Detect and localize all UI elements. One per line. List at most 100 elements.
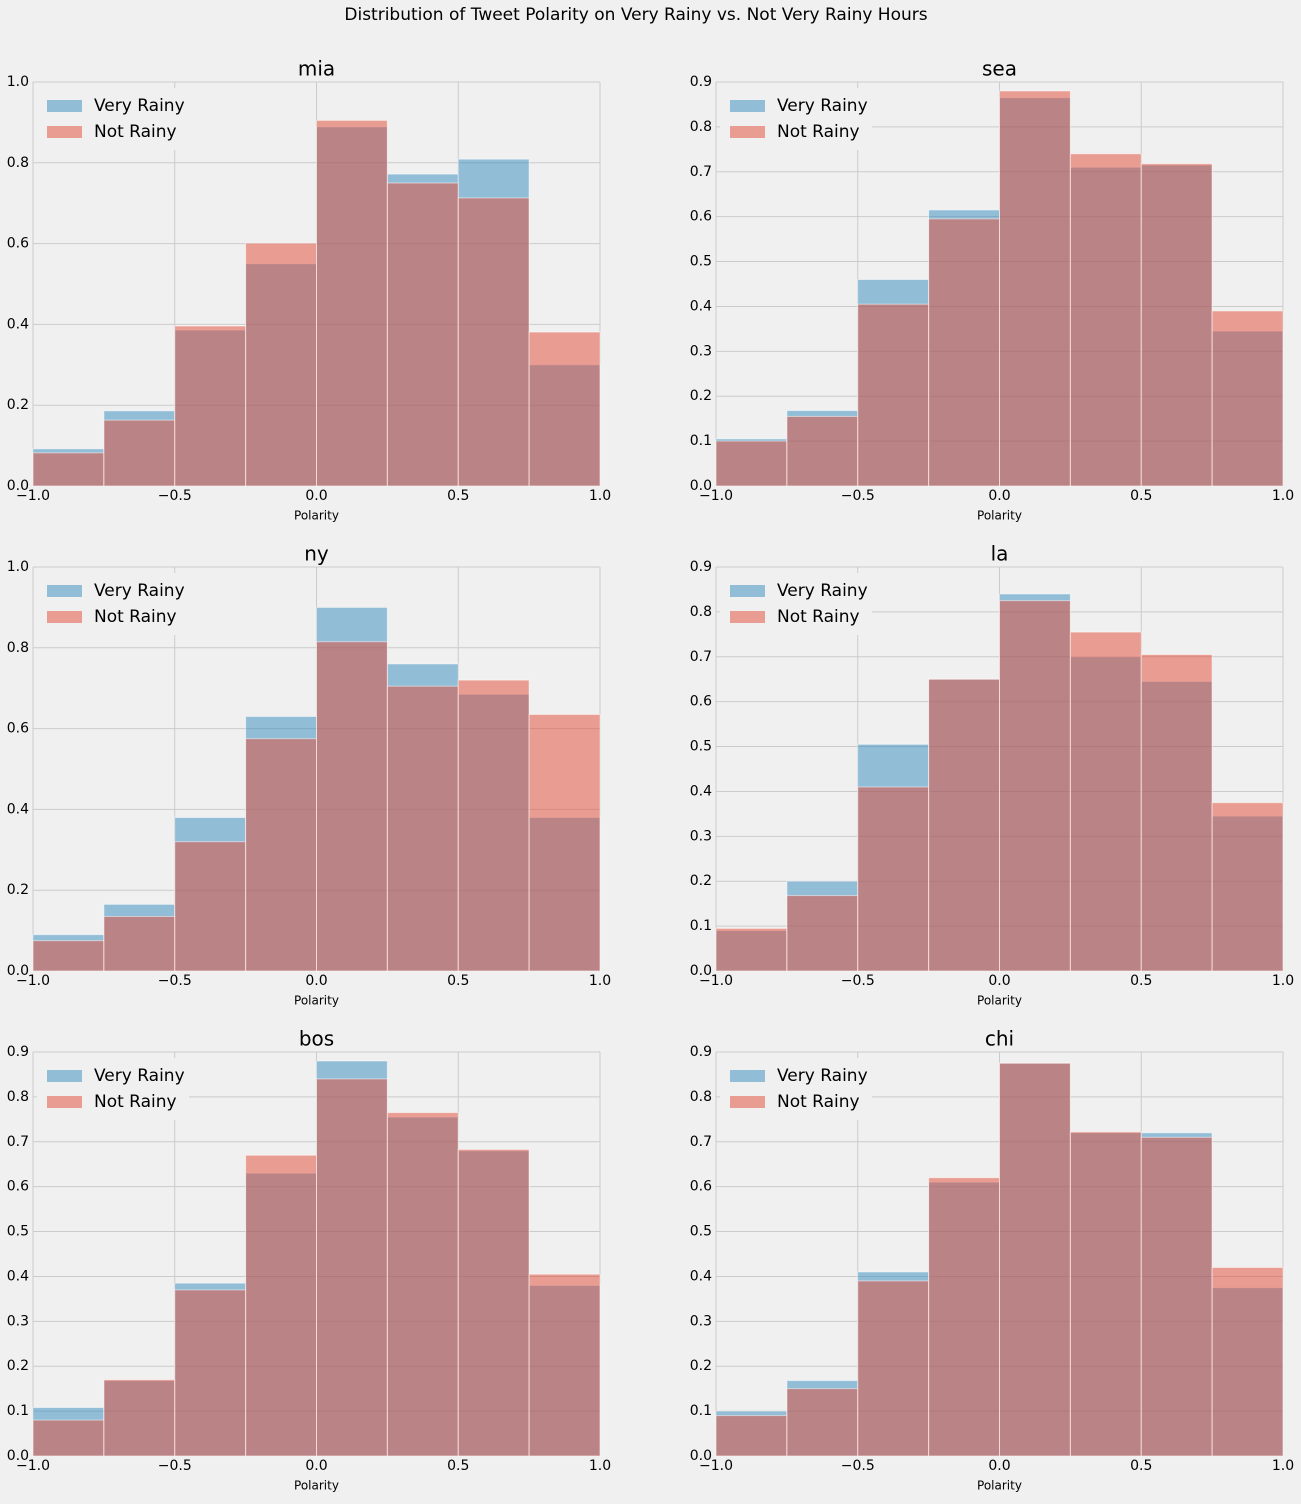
bar <box>528 1273 601 1457</box>
y-tick-label: 0.0 <box>690 478 712 494</box>
bar <box>1069 631 1142 972</box>
bar <box>1211 310 1284 487</box>
bar <box>528 331 601 487</box>
bar <box>245 1154 317 1457</box>
y-tick-label: 0.5 <box>690 1224 712 1240</box>
x-tick-label: 0.5 <box>447 1458 469 1474</box>
x-tick-label: 0.5 <box>1130 1458 1152 1474</box>
y-tick-label: 0.9 <box>690 74 712 90</box>
legend-label: Not Rainy <box>777 1092 860 1112</box>
y-tick-label: 1.0 <box>7 74 29 90</box>
bar <box>999 1062 1071 1457</box>
x-tick-label: −0.5 <box>158 488 192 504</box>
x-tick-label: 1.0 <box>589 488 611 504</box>
y-tick-label: 0.1 <box>690 918 712 934</box>
legend-box <box>37 1058 189 1120</box>
legend-swatch <box>47 611 82 623</box>
bar <box>245 242 317 487</box>
y-tick-label: 1.0 <box>7 559 29 575</box>
x-tick-label: −1.0 <box>699 1458 733 1474</box>
y-tick-label: 0.5 <box>7 1224 29 1240</box>
x-axis-label: Polarity <box>294 1479 339 1493</box>
y-tick-label: 0.2 <box>7 882 29 898</box>
y-tick-label: 0.2 <box>690 1358 712 1374</box>
y-tick-label: 0.8 <box>690 604 712 620</box>
legend-swatch <box>47 1070 82 1082</box>
y-tick-label: 0.6 <box>690 694 712 710</box>
legend-swatch <box>730 585 765 597</box>
y-tick-label: 0.4 <box>7 1268 29 1284</box>
y-tick-label: 0.0 <box>7 963 29 979</box>
x-tick-label: 0.5 <box>447 488 469 504</box>
subplot-title: bos <box>299 1027 334 1051</box>
legend-swatch <box>47 126 82 138</box>
legend-box <box>720 88 872 150</box>
bar <box>386 182 459 487</box>
y-tick-label: 0.4 <box>690 783 712 799</box>
bar <box>928 218 1000 487</box>
y-tick-label: 0.5 <box>690 739 712 755</box>
x-axis-label: Polarity <box>977 994 1022 1008</box>
x-axis-label: Polarity <box>294 994 339 1008</box>
bar <box>715 1415 788 1457</box>
bar <box>32 940 105 972</box>
bar <box>1069 1131 1142 1457</box>
y-tick-label: 0.6 <box>7 721 29 737</box>
y-tick-label: 0.0 <box>690 963 712 979</box>
y-tick-label: 0.9 <box>690 1044 712 1060</box>
y-tick-label: 0.6 <box>690 209 712 225</box>
bar <box>786 895 859 972</box>
bar <box>386 1112 459 1457</box>
x-tick-label: 0.5 <box>1130 973 1152 989</box>
y-tick-label: 0.7 <box>690 164 712 180</box>
x-tick-label: −0.5 <box>158 1458 192 1474</box>
bar <box>1140 163 1213 487</box>
legend-label: Not Rainy <box>777 607 860 627</box>
x-tick-label: 0.0 <box>305 973 327 989</box>
legend-label: Not Rainy <box>777 122 860 142</box>
y-tick-label: 0.4 <box>690 1268 712 1284</box>
y-tick-label: 0.0 <box>690 1448 712 1464</box>
y-tick-label: 0.8 <box>690 1089 712 1105</box>
bar <box>174 1289 247 1457</box>
legend-swatch <box>730 100 765 112</box>
x-tick-label: −0.5 <box>841 488 875 504</box>
x-axis-label: Polarity <box>294 509 339 523</box>
x-tick-label: 1.0 <box>1272 973 1294 989</box>
x-tick-label: −1.0 <box>16 488 50 504</box>
bar <box>528 713 601 972</box>
y-tick-label: 0.8 <box>690 119 712 135</box>
y-tick-label: 0.3 <box>690 1313 712 1329</box>
legend-label: Very Rainy <box>94 96 185 116</box>
bar <box>999 90 1071 487</box>
bar <box>245 738 317 972</box>
x-tick-label: −1.0 <box>699 488 733 504</box>
x-tick-label: −1.0 <box>16 973 50 989</box>
legend-box <box>720 573 872 635</box>
bar <box>103 915 176 972</box>
y-tick-label: 0.9 <box>690 559 712 575</box>
bar <box>32 452 105 487</box>
y-tick-label: 0.0 <box>7 1448 29 1464</box>
bar <box>32 1419 105 1457</box>
x-tick-label: 0.5 <box>1130 488 1152 504</box>
x-tick-label: 0.0 <box>988 488 1010 504</box>
bar <box>786 415 859 487</box>
bar <box>857 1280 930 1457</box>
bar <box>1069 153 1142 487</box>
x-tick-label: −0.5 <box>158 973 192 989</box>
bar <box>1140 654 1213 972</box>
x-axis-label: Polarity <box>977 509 1022 523</box>
bar <box>999 600 1071 972</box>
y-tick-label: 0.1 <box>690 1403 712 1419</box>
x-tick-label: 0.0 <box>988 973 1010 989</box>
subplot-title: sea <box>982 57 1017 81</box>
bar <box>103 1379 176 1457</box>
bar <box>857 786 930 972</box>
y-tick-label: 0.3 <box>690 828 712 844</box>
x-tick-label: 0.0 <box>305 1458 327 1474</box>
legend-swatch <box>730 1096 765 1108</box>
y-tick-label: 0.7 <box>690 649 712 665</box>
bar <box>174 325 247 487</box>
